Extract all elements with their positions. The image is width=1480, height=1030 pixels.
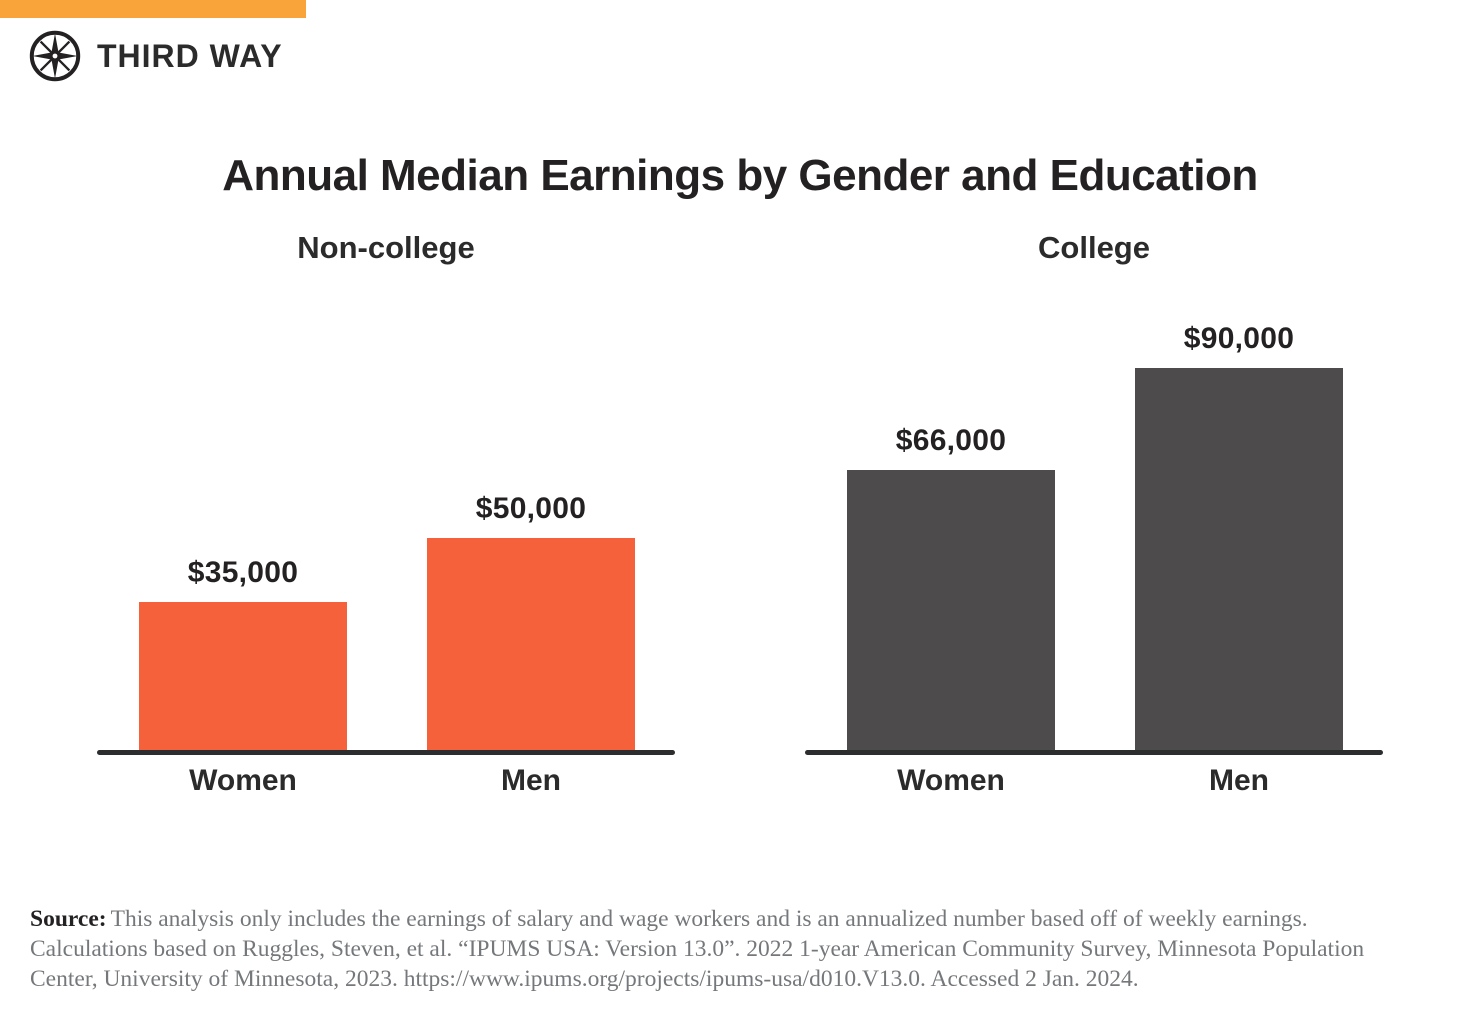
panel-title-noncollege: Non-college — [297, 230, 475, 265]
brand-header: THIRD WAY — [28, 29, 283, 83]
college-chart-panel: College $66,000 $90,000 Women Men — [805, 230, 1383, 798]
category-label-noncollege-men: Men — [501, 764, 561, 797]
source-label: Source: — [30, 905, 107, 932]
category-label-college-women: Women — [897, 764, 1005, 797]
bar-group-noncollege-men: $50,000 — [427, 492, 635, 751]
noncollege-plot-area: $35,000 $50,000 — [97, 272, 675, 755]
x-axis-noncollege — [97, 750, 675, 755]
bar-group-noncollege-women: $35,000 — [139, 556, 347, 751]
noncollege-chart-panel: Non-college $35,000 $50,000 Women Men — [97, 230, 675, 798]
source-url: https://www.ipums.org/projects/ipums-usa… — [403, 965, 926, 992]
bar-noncollege-men — [427, 538, 635, 751]
bar-college-women — [847, 470, 1055, 751]
value-label-college-men: $90,000 — [1183, 322, 1295, 355]
category-label-college-men: Men — [1209, 764, 1269, 797]
panel-title-college: College — [1038, 230, 1150, 265]
category-label-noncollege-women: Women — [189, 764, 297, 797]
page-title: Annual Median Earnings by Gender and Edu… — [222, 151, 1258, 201]
source-note: Source: This analysis only includes the e… — [30, 904, 1430, 994]
bar-college-men — [1135, 368, 1343, 751]
value-label-noncollege-women: $35,000 — [187, 556, 299, 589]
x-axis-college — [805, 750, 1383, 755]
bar-group-college-men: $90,000 — [1135, 322, 1343, 751]
value-label-noncollege-men: $50,000 — [475, 492, 587, 525]
brand-name: THIRD WAY — [97, 37, 283, 74]
value-label-college-women: $66,000 — [895, 424, 1007, 457]
source-text: This analysis only includes the earnings… — [30, 905, 1365, 992]
thirdway-compass-logo-icon — [29, 30, 81, 82]
source-suffix: Accessed 2 Jan. 2024. — [925, 965, 1139, 992]
bar-noncollege-women — [139, 602, 347, 751]
bar-group-college-women: $66,000 — [847, 424, 1055, 751]
college-plot-area: $66,000 $90,000 — [805, 272, 1383, 755]
top-accent-bar — [0, 0, 306, 18]
